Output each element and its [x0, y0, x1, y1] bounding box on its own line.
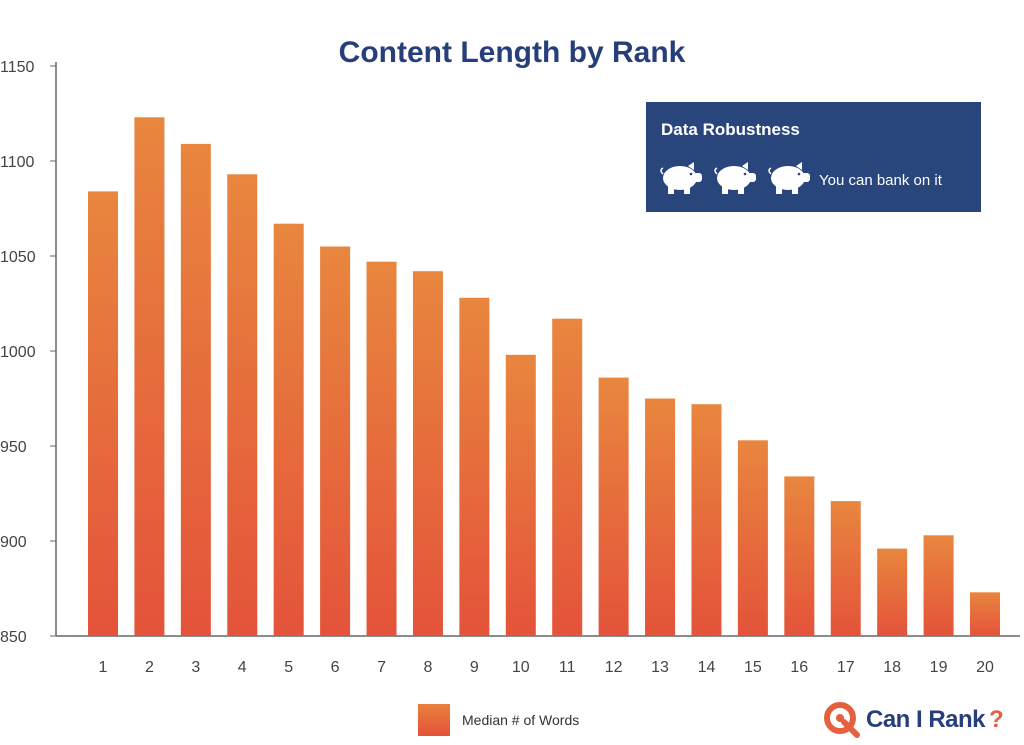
x-tick-label: 5 — [284, 659, 293, 676]
bar — [970, 592, 1000, 636]
x-tick-label: 9 — [470, 659, 479, 676]
y-tick-label: 950 — [0, 439, 27, 456]
piggy-bank-icons — [658, 160, 814, 196]
x-tick-label: 10 — [512, 659, 530, 676]
x-tick-label: 15 — [744, 659, 762, 676]
x-tick-label: 2 — [145, 659, 154, 676]
x-tick-label: 3 — [191, 659, 200, 676]
magnifier-logo-icon — [824, 702, 860, 738]
x-tick-label: 20 — [976, 659, 994, 676]
x-tick-label: 14 — [698, 659, 716, 676]
y-tick-label: 1000 — [0, 344, 36, 361]
bar — [459, 297, 490, 636]
x-tick-label: 13 — [651, 659, 669, 676]
x-tick-label: 19 — [930, 659, 948, 676]
x-tick-label: 6 — [331, 659, 340, 676]
legend-swatch — [418, 704, 450, 736]
x-tick-label: 7 — [377, 659, 386, 676]
piggy-bank-icon — [660, 162, 702, 194]
x-tick-label: 17 — [837, 659, 855, 676]
bar — [180, 143, 211, 636]
x-tick-label: 11 — [559, 659, 576, 676]
bar — [923, 535, 954, 636]
bar — [830, 501, 861, 636]
bar — [784, 476, 815, 636]
bar — [505, 354, 536, 636]
bar — [552, 318, 583, 636]
bar — [737, 440, 768, 636]
robustness-text: You can bank on it — [819, 172, 942, 189]
logo-question-mark: ? — [989, 706, 1004, 733]
legend: Median # of Words — [418, 704, 579, 736]
bar — [273, 223, 304, 636]
x-tick-label: 1 — [99, 659, 108, 676]
bar — [134, 117, 165, 637]
y-tick-label: 850 — [0, 629, 27, 646]
bar — [366, 261, 397, 636]
x-tick-label: 4 — [238, 659, 247, 676]
bar — [877, 548, 908, 636]
bar — [412, 271, 443, 636]
y-tick-label: 1050 — [0, 249, 36, 266]
y-tick-label: 900 — [0, 534, 27, 551]
x-tick-label: 18 — [883, 659, 901, 676]
y-tick-label: 1100 — [0, 154, 35, 171]
bar — [227, 174, 258, 637]
x-tick-label: 12 — [605, 659, 623, 676]
bar — [645, 398, 676, 636]
x-tick-label: 8 — [423, 659, 432, 676]
legend-label: Median # of Words — [462, 712, 580, 728]
bar — [88, 191, 118, 636]
x-tick-label: 16 — [790, 659, 808, 676]
logo: Can I Rank ? — [822, 700, 1004, 740]
piggy-bank-icon — [714, 162, 756, 194]
chart-title: Content Length by Rank — [338, 36, 686, 69]
piggy-bank-icon — [768, 162, 810, 194]
robustness-heading: Data Robustness — [661, 120, 800, 139]
bar — [598, 377, 629, 636]
bar — [320, 246, 351, 636]
bar — [691, 404, 722, 636]
data-robustness-box: Data Robustness You can bank on it — [646, 102, 981, 212]
y-tick-label: 1150 — [0, 59, 35, 76]
logo-text: Can I Rank — [866, 706, 986, 733]
